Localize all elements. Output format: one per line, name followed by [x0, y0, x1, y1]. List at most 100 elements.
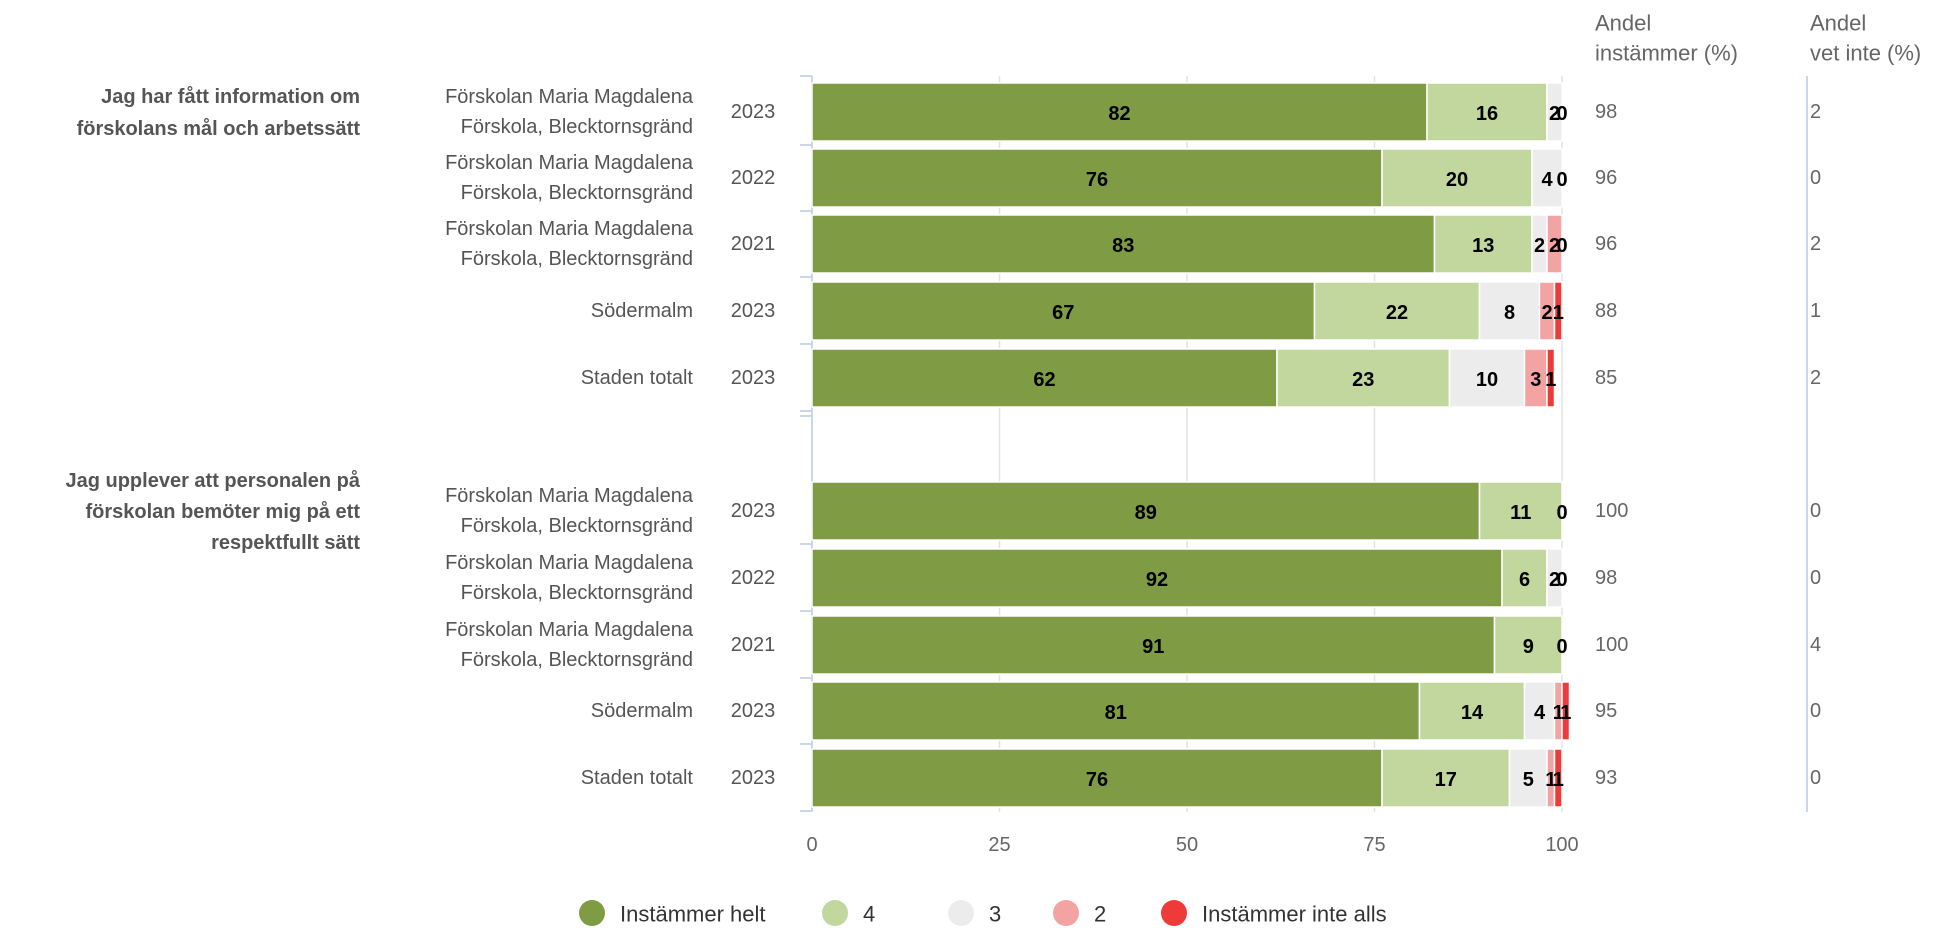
agree-value: 95 — [1595, 700, 1617, 722]
segment-value-label: 9 — [1523, 636, 1534, 658]
bar-segment-instämmer-helt — [811, 281, 1316, 341]
row-unit-label: Södermalm — [591, 300, 693, 322]
segment-value-label: 2 — [1549, 103, 1560, 125]
dont-know-value: 0 — [1810, 567, 1821, 589]
row-year-label: 2022 — [731, 567, 776, 589]
row-unit-label: Södermalm — [591, 700, 693, 722]
row-year-label: 2023 — [731, 367, 776, 389]
row-unit-label: Förskolan Maria Magdalena — [445, 485, 694, 507]
bar-segment-4 — [1381, 748, 1511, 808]
dont-know-value: 0 — [1810, 500, 1821, 522]
segment-value-label: 6 — [1519, 569, 1530, 591]
segment-value-label: 1 — [1553, 302, 1564, 324]
segment-value-label: 5 — [1523, 769, 1534, 791]
agree-value: 85 — [1595, 367, 1617, 389]
row-year-label: 2021 — [731, 233, 776, 255]
row-unit-label: Staden totalt — [581, 767, 694, 789]
bar-segment-3 — [1546, 82, 1563, 142]
segment-value-label: 91 — [1142, 636, 1164, 658]
bar-segment-4 — [1433, 214, 1533, 274]
segment-value-label: 0 — [1556, 502, 1567, 524]
bar-segment-4 — [1426, 82, 1548, 142]
legend-marker — [1053, 900, 1079, 926]
bar-segment-instämmer-helt — [811, 148, 1383, 208]
dont-know-value: 4 — [1810, 634, 1821, 656]
bar-segment-4 — [1478, 481, 1563, 541]
agree-value: 96 — [1595, 167, 1617, 189]
segment-value-label: 1 — [1553, 702, 1564, 724]
question-label: Jag upplever att personalen på — [65, 469, 360, 492]
row-unit-label: Förskola, Blecktornsgränd — [461, 582, 693, 604]
segment-value-label: 76 — [1086, 169, 1108, 191]
row-unit-label: Förskola, Blecktornsgränd — [461, 248, 693, 270]
segment-value-label: 13 — [1472, 235, 1494, 257]
row-unit-label: Staden totalt — [581, 367, 694, 389]
bar-segment-instämmer-helt — [811, 82, 1428, 142]
bar-segment-4 — [1276, 348, 1451, 408]
agree-value: 93 — [1595, 767, 1617, 789]
row-year-label: 2022 — [731, 167, 776, 189]
legend-marker — [948, 900, 974, 926]
bar-segment-instämmer-inte-alls — [1561, 681, 1571, 741]
bar-segment-instämmer-helt — [811, 548, 1503, 608]
row-unit-label: Förskola, Blecktornsgränd — [461, 182, 693, 204]
segment-value-label: 89 — [1135, 502, 1157, 524]
segment-value-label: 17 — [1435, 769, 1457, 791]
segment-value-label: 1 — [1545, 369, 1556, 391]
bar-segment-instämmer-inte-alls — [1546, 348, 1556, 408]
agree-column-header: instämmer (%) — [1595, 41, 1738, 66]
x-tick-label: 0 — [806, 834, 817, 856]
segment-value-label: 82 — [1108, 103, 1130, 125]
segment-value-label: 81 — [1105, 702, 1127, 724]
row-year-label: 2023 — [731, 700, 776, 722]
row-year-label: 2023 — [731, 500, 776, 522]
segment-value-label: 0 — [1556, 636, 1567, 658]
row-unit-label: Förskolan Maria Magdalena — [445, 86, 694, 108]
question-label: respektfullt sätt — [211, 532, 360, 554]
bar-segment-instämmer-helt — [811, 681, 1421, 741]
segment-value-label: 3 — [1530, 369, 1541, 391]
agree-value: 100 — [1595, 500, 1628, 522]
agree-value: 98 — [1595, 101, 1617, 123]
segment-value-label: 92 — [1146, 569, 1168, 591]
row-unit-label: Förskola, Blecktornsgränd — [461, 649, 693, 671]
agree-column-header: Andel — [1595, 11, 1651, 36]
bar-segment-instämmer-helt — [811, 348, 1278, 408]
bar-segment-3 — [1546, 548, 1563, 608]
segment-value-label: 14 — [1461, 702, 1484, 724]
bar-segment-2 — [1546, 214, 1563, 274]
segment-value-label: 20 — [1446, 169, 1468, 191]
segment-value-label: 2 — [1549, 569, 1560, 591]
bar-segment-instämmer-helt — [811, 481, 1481, 541]
dont-know-value: 2 — [1810, 101, 1821, 123]
dont-know-column-header: vet inte (%) — [1810, 41, 1921, 66]
question-label: förskolan bemöter mig på ett — [86, 500, 361, 523]
segment-value-label: 67 — [1052, 302, 1074, 324]
bar-segment-instämmer-inte-alls — [1553, 748, 1563, 808]
question-label: Jag har fått information om — [101, 85, 360, 108]
bar-segment-instämmer-helt — [811, 748, 1383, 808]
bar-segment-4 — [1493, 615, 1563, 675]
row-unit-label: Förskolan Maria Magdalena — [445, 152, 694, 174]
legend-marker — [579, 900, 605, 926]
agree-value: 98 — [1595, 567, 1617, 589]
segment-value-label: 62 — [1033, 369, 1055, 391]
segment-value-label: 83 — [1112, 235, 1134, 257]
segment-value-label: 11 — [1510, 502, 1531, 524]
dont-know-column-header: Andel — [1810, 11, 1866, 36]
segment-value-label: 0 — [1556, 569, 1567, 591]
segment-value-label: 16 — [1476, 103, 1498, 125]
question-label: förskolans mål och arbetssätt — [77, 117, 361, 140]
segment-value-label: 2 — [1541, 302, 1552, 324]
segment-value-label: 0 — [1556, 103, 1567, 125]
segment-value-label: 4 — [1541, 169, 1553, 191]
dont-know-value: 0 — [1810, 767, 1821, 789]
bar-segment-3 — [1531, 148, 1563, 208]
dont-know-value: 2 — [1810, 367, 1821, 389]
dont-know-value: 1 — [1810, 300, 1821, 322]
bar-segment-instämmer-helt — [811, 615, 1496, 675]
segment-value-label: 2 — [1534, 235, 1545, 257]
segment-value-label: 1 — [1560, 702, 1571, 724]
row-year-label: 2023 — [731, 300, 776, 322]
